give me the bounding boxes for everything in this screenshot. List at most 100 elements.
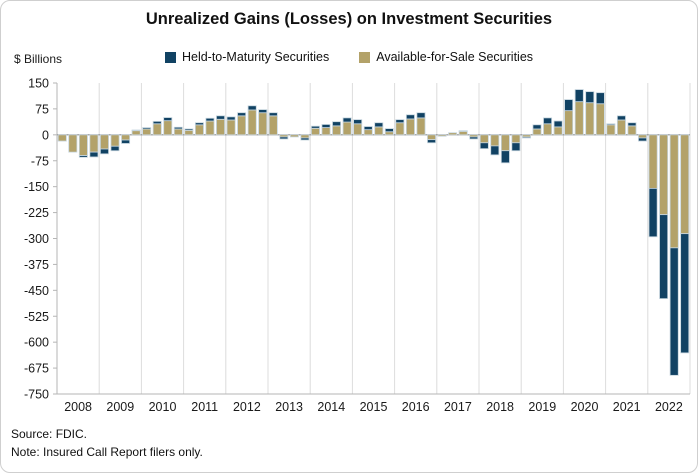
bar-segment-htm xyxy=(384,128,394,133)
x-year-label: 2020 xyxy=(571,400,599,414)
bar-segment-afs xyxy=(553,126,563,136)
bar-segment-afs xyxy=(627,125,637,136)
legend-label-afs: Available-for-Sale Securities xyxy=(376,50,534,64)
bar-segment-afs xyxy=(173,128,183,136)
bar-segment-afs xyxy=(500,134,510,152)
bar-segment-htm xyxy=(205,117,215,122)
bar-segment-afs xyxy=(216,118,225,136)
bar-segment-htm xyxy=(216,115,225,120)
bar-segment-htm xyxy=(226,116,236,121)
bar-segment-htm xyxy=(638,137,648,142)
bar-segment-htm xyxy=(532,124,542,130)
x-year-label: 2021 xyxy=(613,400,641,414)
x-year-label: 2008 xyxy=(64,400,92,414)
bar-segment-afs xyxy=(638,134,648,139)
bar-segment-afs xyxy=(574,101,584,136)
bar-segment-htm xyxy=(405,114,415,120)
y-tick-label: -150 xyxy=(24,180,49,194)
bar-segment-afs xyxy=(669,134,679,249)
bar-segment-afs xyxy=(342,121,352,136)
bar-segment-htm xyxy=(585,91,595,104)
bar-segment-htm xyxy=(469,136,479,140)
bar-segment-htm xyxy=(121,139,131,144)
bar-segment-htm xyxy=(310,125,320,129)
bar-segment-htm xyxy=(458,130,468,132)
x-year-label: 2022 xyxy=(655,400,683,414)
bar-segment-htm xyxy=(363,126,373,131)
x-year-label: 2016 xyxy=(402,400,430,414)
bar-segment-afs xyxy=(184,129,194,136)
y-tick-label: -750 xyxy=(24,388,49,402)
bar-segment-afs xyxy=(121,134,131,141)
bar-segment-afs xyxy=(78,134,88,156)
bar-segment-afs xyxy=(321,127,331,136)
bar-segment-htm xyxy=(173,126,183,130)
legend-swatch-afs-icon xyxy=(359,51,371,63)
bar-segment-htm xyxy=(479,142,489,150)
bar-segment-htm xyxy=(511,142,521,152)
bar-segment-afs xyxy=(142,128,152,136)
bar-segment-afs xyxy=(110,134,120,147)
bar-segment-afs xyxy=(131,130,141,136)
bar-segment-htm xyxy=(522,136,531,139)
bar-segment-htm xyxy=(574,89,584,103)
bar-segment-htm xyxy=(490,145,500,156)
bar-segment-afs xyxy=(237,115,247,136)
bar-segment-htm xyxy=(332,121,342,127)
bar-segment-afs xyxy=(68,134,78,153)
bar-segment-htm xyxy=(680,233,690,354)
bar-segment-htm xyxy=(163,117,173,122)
x-year-label: 2011 xyxy=(191,400,218,414)
bar-segment-htm xyxy=(237,112,247,117)
x-year-label: 2012 xyxy=(233,400,261,414)
bar-segment-htm xyxy=(268,112,278,117)
bar-segment-afs xyxy=(363,129,373,136)
bar-segment-afs xyxy=(194,124,204,136)
bar-segment-htm xyxy=(627,122,637,127)
bar-segment-htm xyxy=(543,117,553,125)
bar-segment-afs xyxy=(585,102,595,136)
bar-segment-afs xyxy=(405,118,415,136)
bar-segment-htm xyxy=(100,148,109,155)
x-year-label: 2013 xyxy=(275,400,303,414)
legend-item-held-to-maturity: Held-to-Maturity Securities xyxy=(164,50,329,64)
filers-note: Note: Insured Call Report filers only. xyxy=(11,445,203,459)
x-year-label: 2019 xyxy=(528,400,556,414)
bar-segment-afs xyxy=(511,134,521,144)
bar-segment-afs xyxy=(395,122,405,136)
bar-segment-htm xyxy=(321,124,331,128)
bar-segment-afs xyxy=(606,124,616,136)
bar-segment-htm xyxy=(648,187,658,238)
bar-segment-afs xyxy=(458,130,468,136)
bar-segment-htm xyxy=(152,120,162,125)
bar-segment-afs xyxy=(448,132,458,136)
bar-segment-afs xyxy=(384,131,394,136)
bar-segment-htm xyxy=(78,155,88,158)
x-year-label: 2010 xyxy=(149,400,177,414)
bar-segment-afs xyxy=(353,123,363,136)
bar-segment-afs xyxy=(100,134,109,150)
bar-segment-afs xyxy=(532,128,542,136)
bar-segment-afs xyxy=(258,112,268,136)
x-year-label: 2014 xyxy=(317,400,345,414)
y-tick-label: 150 xyxy=(28,77,49,91)
bar-segment-htm xyxy=(247,105,257,111)
bar-segment-afs xyxy=(374,126,384,136)
bar-segment-htm xyxy=(595,92,605,105)
bar-segment-afs xyxy=(564,110,574,136)
bar-segment-afs xyxy=(226,119,236,136)
y-tick-label: -75 xyxy=(31,154,49,168)
bar-segment-afs xyxy=(57,134,67,142)
bar-segment-htm xyxy=(416,112,426,119)
chart-plot-area: 150 75 0 -75 -150 -225 -300 -375 -450 -525 -600 -67… xyxy=(24,77,691,414)
bar-segment-afs xyxy=(310,127,320,136)
bar-segment-htm xyxy=(142,127,152,130)
bar-segment-afs xyxy=(680,134,690,235)
y-tick-label: -525 xyxy=(24,310,49,324)
bar-segment-htm xyxy=(184,128,194,131)
bar-segment-afs xyxy=(205,120,215,136)
y-tick-label: -225 xyxy=(24,206,49,220)
bar-segment-afs xyxy=(416,117,426,136)
bar-segment-afs xyxy=(616,119,626,136)
bar-segment-htm xyxy=(374,122,384,128)
